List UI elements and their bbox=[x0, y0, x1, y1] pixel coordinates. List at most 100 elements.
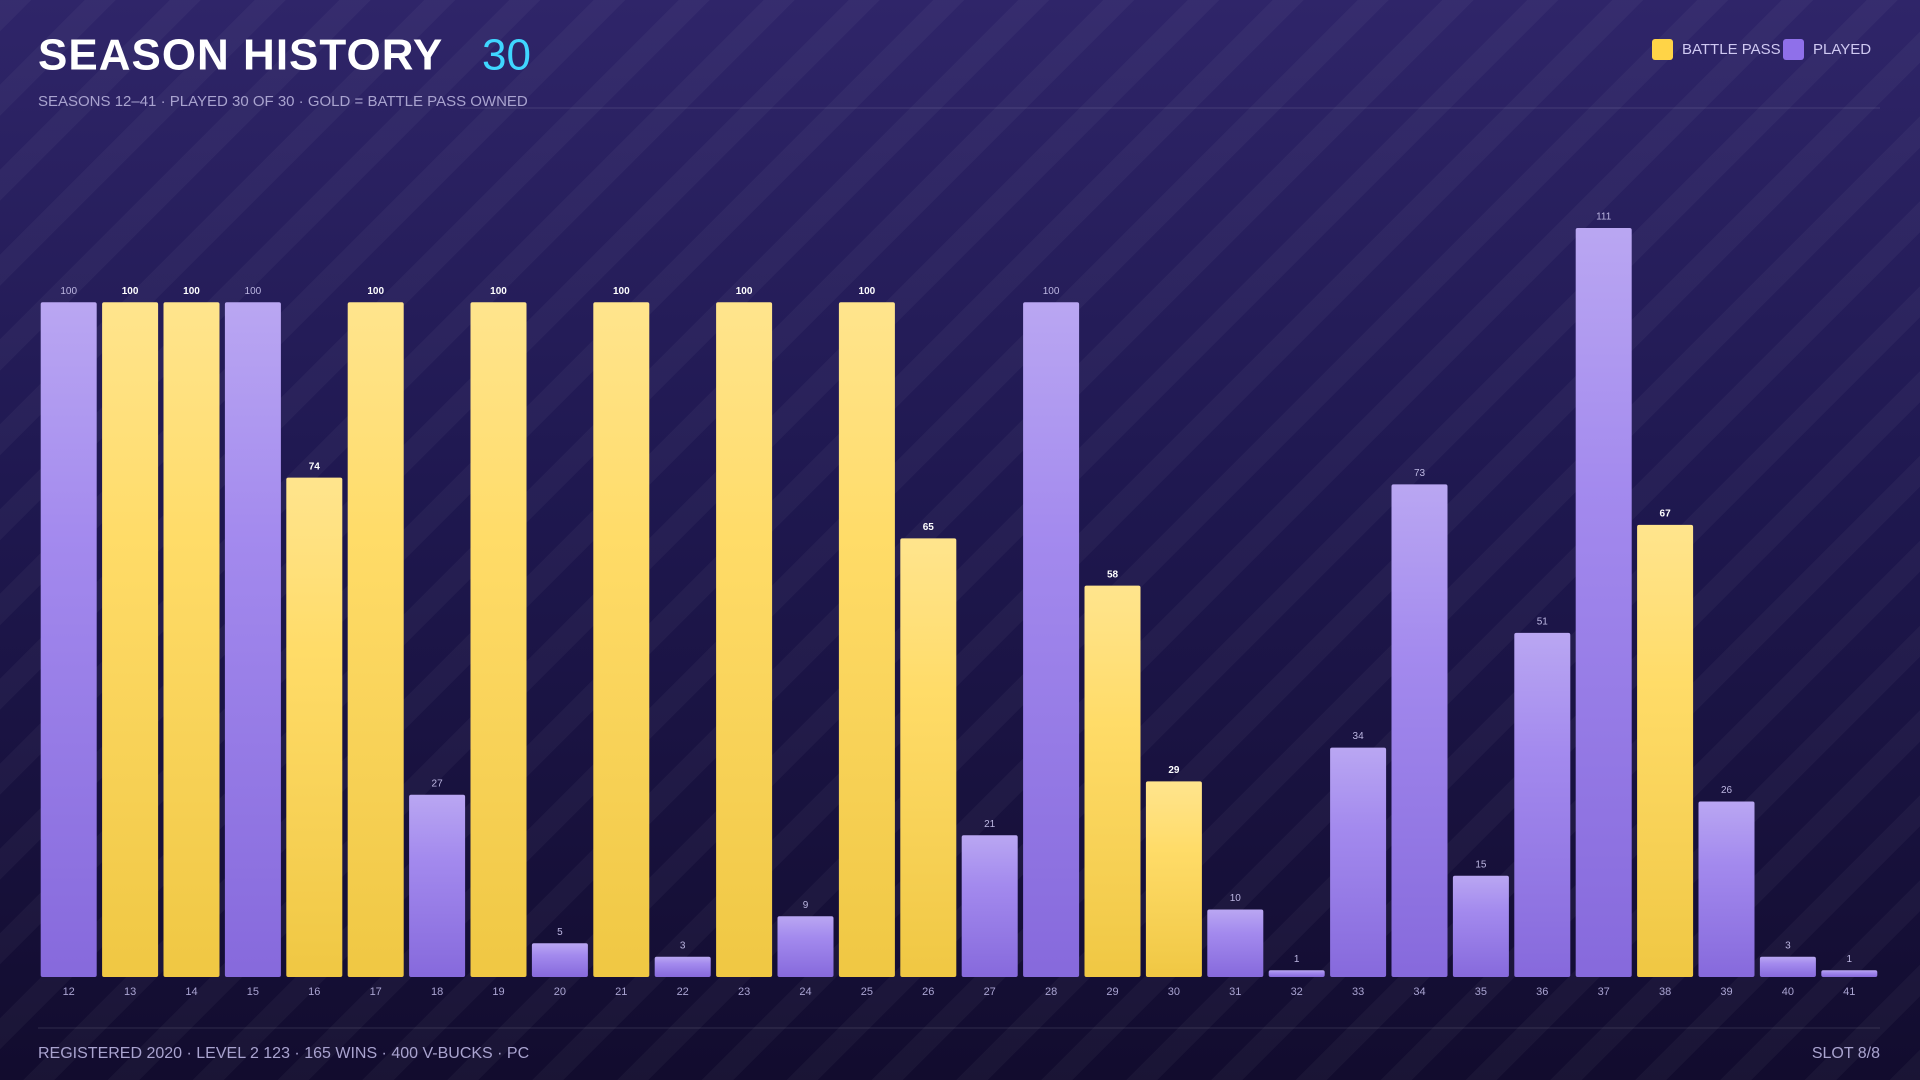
x-tick-label: 15 bbox=[247, 986, 259, 998]
x-tick-label: 35 bbox=[1475, 986, 1487, 998]
value-label: 15 bbox=[1475, 859, 1487, 870]
season-count: 30 bbox=[482, 31, 531, 80]
bar bbox=[1391, 484, 1448, 977]
x-tick-label: 17 bbox=[370, 986, 382, 998]
bar bbox=[838, 302, 895, 977]
bar bbox=[777, 916, 834, 977]
bar bbox=[163, 302, 220, 977]
value-label: 73 bbox=[1414, 468, 1426, 479]
bar bbox=[470, 302, 527, 977]
x-tick-label: 24 bbox=[799, 986, 811, 998]
bar bbox=[40, 302, 97, 977]
bar bbox=[409, 794, 466, 977]
x-tick-label: 20 bbox=[554, 986, 566, 998]
bar bbox=[1084, 585, 1141, 977]
value-label: 100 bbox=[736, 286, 753, 297]
value-label: 100 bbox=[859, 286, 876, 297]
bar bbox=[224, 302, 281, 977]
bar bbox=[593, 302, 650, 977]
bar bbox=[1268, 970, 1325, 977]
bar bbox=[347, 302, 404, 977]
x-tick-label: 36 bbox=[1536, 986, 1548, 998]
x-tick-label: 28 bbox=[1045, 986, 1057, 998]
value-label: 100 bbox=[245, 286, 262, 297]
x-tick-label: 26 bbox=[922, 986, 934, 998]
value-label: 9 bbox=[803, 900, 809, 911]
legend-label: BATTLE PASS bbox=[1682, 41, 1781, 58]
value-label: 10 bbox=[1230, 893, 1242, 904]
bar bbox=[654, 956, 711, 977]
value-label: 67 bbox=[1660, 509, 1672, 520]
value-label: 27 bbox=[432, 778, 444, 789]
value-label: 5 bbox=[557, 927, 563, 938]
value-label: 111 bbox=[1596, 212, 1612, 223]
footer-stats: REGISTERED 2020 · LEVEL 2 123 · 165 WINS… bbox=[38, 1045, 529, 1062]
bar bbox=[1023, 302, 1080, 977]
bar bbox=[1452, 875, 1509, 977]
x-tick-label: 32 bbox=[1291, 986, 1303, 998]
slot-label: SLOT 8/8 bbox=[1812, 1045, 1880, 1062]
bar bbox=[716, 302, 773, 977]
bar bbox=[961, 835, 1018, 977]
x-tick-label: 19 bbox=[492, 986, 504, 998]
bar bbox=[1514, 632, 1571, 977]
bar bbox=[1145, 781, 1202, 977]
value-label: 21 bbox=[984, 819, 996, 830]
x-tick-label: 38 bbox=[1659, 986, 1671, 998]
value-label: 100 bbox=[367, 286, 384, 297]
x-tick-label: 23 bbox=[738, 986, 750, 998]
bar bbox=[1637, 524, 1694, 977]
value-label: 3 bbox=[1785, 940, 1791, 951]
value-label: 1 bbox=[1294, 954, 1300, 965]
x-tick-label: 25 bbox=[861, 986, 873, 998]
x-tick-label: 12 bbox=[63, 986, 75, 998]
x-tick-label: 34 bbox=[1413, 986, 1425, 998]
x-tick-label: 18 bbox=[431, 986, 443, 998]
bar bbox=[1759, 956, 1816, 977]
x-tick-label: 29 bbox=[1106, 986, 1118, 998]
legend-swatch bbox=[1652, 39, 1673, 60]
x-tick-label: 37 bbox=[1598, 986, 1610, 998]
bar bbox=[1330, 747, 1387, 977]
value-label: 100 bbox=[60, 286, 77, 297]
value-label: 65 bbox=[923, 522, 935, 533]
value-label: 74 bbox=[309, 461, 321, 472]
x-tick-label: 31 bbox=[1229, 986, 1241, 998]
value-label: 29 bbox=[1168, 765, 1180, 776]
value-label: 26 bbox=[1721, 785, 1733, 796]
x-tick-label: 41 bbox=[1843, 986, 1855, 998]
x-tick-label: 40 bbox=[1782, 986, 1794, 998]
subtitle: SEASONS 12–41 · PLAYED 30 OF 30 · GOLD =… bbox=[38, 93, 528, 110]
x-tick-label: 14 bbox=[185, 986, 197, 998]
value-label: 1 bbox=[1847, 954, 1853, 965]
value-label: 3 bbox=[680, 940, 686, 951]
chart-title: SEASON HISTORY bbox=[38, 31, 443, 80]
x-tick-label: 21 bbox=[615, 986, 627, 998]
bar bbox=[102, 302, 159, 977]
bar bbox=[286, 477, 343, 977]
bar bbox=[1821, 970, 1878, 977]
value-label: 100 bbox=[1043, 286, 1060, 297]
x-tick-label: 27 bbox=[984, 986, 996, 998]
x-tick-label: 30 bbox=[1168, 986, 1180, 998]
legend-swatch bbox=[1783, 39, 1804, 60]
value-label: 100 bbox=[183, 286, 200, 297]
value-label: 100 bbox=[490, 286, 507, 297]
value-label: 58 bbox=[1107, 569, 1119, 580]
value-label: 34 bbox=[1353, 731, 1365, 742]
value-label: 100 bbox=[122, 286, 139, 297]
x-tick-label: 16 bbox=[308, 986, 320, 998]
value-label: 100 bbox=[613, 286, 630, 297]
x-tick-label: 22 bbox=[677, 986, 689, 998]
x-tick-label: 33 bbox=[1352, 986, 1364, 998]
bar bbox=[531, 943, 588, 977]
legend-label: PLAYED bbox=[1813, 41, 1871, 58]
value-label: 51 bbox=[1537, 617, 1549, 628]
x-tick-label: 39 bbox=[1720, 986, 1732, 998]
bar bbox=[1207, 909, 1264, 977]
x-tick-label: 13 bbox=[124, 986, 136, 998]
bar bbox=[1698, 801, 1755, 977]
bar bbox=[1575, 228, 1632, 977]
